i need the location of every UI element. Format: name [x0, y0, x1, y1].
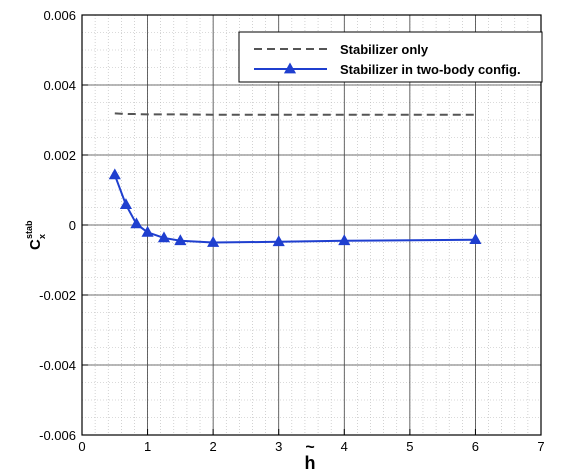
- x-tick-label: 7: [537, 439, 544, 454]
- data-point-marker: [119, 198, 133, 210]
- series-layer: [108, 112, 482, 247]
- legend-label-two-body: Stabilizer in two-body config.: [340, 62, 521, 77]
- y-tick-label: 0.002: [43, 148, 76, 163]
- data-point-marker: [174, 234, 187, 246]
- x-axis-title: h ~: [305, 439, 316, 473]
- x-tick-label: 3: [275, 439, 282, 454]
- data-point-marker: [272, 235, 285, 247]
- y-axis-title-superscript: stab: [24, 220, 34, 239]
- y-tick-label: 0.004: [43, 78, 76, 93]
- data-point-marker: [207, 235, 220, 247]
- y-axis-title-subscript: x: [37, 234, 47, 239]
- legend-box: [238, 31, 543, 83]
- data-point-marker: [130, 217, 143, 229]
- y-tick-label: -0.006: [39, 428, 76, 443]
- y-tick-labels: -0.006 -0.004 -0.002 0 0.002 0.004 0.006: [39, 8, 76, 443]
- legend: Stabilizer only Stabilizer in two-body c…: [238, 31, 543, 83]
- x-tick-label: 6: [472, 439, 479, 454]
- y-tick-label: -0.004: [39, 358, 76, 373]
- legend-label-stabilizer-only: Stabilizer only: [340, 42, 429, 57]
- data-point-marker: [141, 225, 154, 237]
- x-axis-title-text: h: [305, 453, 316, 473]
- y-axis-title: C stab x: [24, 220, 47, 250]
- data-point-marker: [469, 233, 482, 245]
- y-tick-label: 0: [69, 218, 76, 233]
- x-tick-label: 5: [406, 439, 413, 454]
- x-tick-label: 2: [210, 439, 217, 454]
- data-point-marker: [338, 234, 351, 246]
- x-axis-title-accent: ~: [305, 439, 314, 456]
- x-tick-labels: 0 1 2 3 4 5 6 7: [78, 439, 544, 454]
- x-tick-label: 1: [144, 439, 151, 454]
- y-axis-title-text: C: [27, 239, 44, 250]
- x-tick-label: 0: [78, 439, 85, 454]
- legend-marker-triangle: [283, 62, 297, 74]
- data-point-marker: [157, 231, 171, 243]
- series-line-two-body: [113, 174, 476, 244]
- y-tick-label: 0.006: [43, 8, 76, 23]
- data-point-marker: [108, 168, 121, 180]
- y-tick-label: -0.002: [39, 288, 76, 303]
- x-tick-label: 4: [341, 439, 348, 454]
- series-line-stabilizer-only: [114, 112, 476, 116]
- axis-ticks: [81, 14, 542, 436]
